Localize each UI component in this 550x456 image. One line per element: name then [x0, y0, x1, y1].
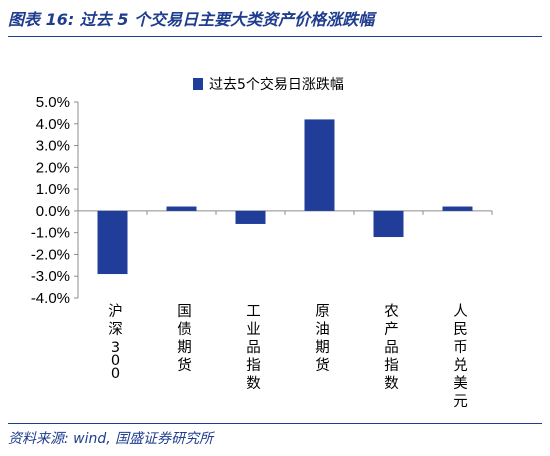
svg-text:指: 指 — [384, 357, 399, 374]
svg-text:民: 民 — [453, 322, 468, 338]
svg-text:货: 货 — [177, 357, 192, 374]
svg-text:期: 期 — [315, 339, 330, 356]
svg-text:产: 产 — [384, 321, 399, 338]
y-tick-label: 4.0% — [36, 116, 70, 133]
svg-text:油: 油 — [315, 321, 330, 338]
svg-text:数: 数 — [384, 375, 399, 392]
svg-text:国: 国 — [177, 304, 192, 320]
svg-text:3: 3 — [111, 340, 120, 356]
svg-text:沪: 沪 — [108, 303, 123, 320]
svg-text:数: 数 — [246, 375, 261, 392]
svg-text:货: 货 — [315, 357, 330, 374]
svg-text:农: 农 — [384, 303, 399, 320]
bar-5 — [373, 210, 404, 238]
y-tick-label: -3.0% — [31, 268, 70, 285]
svg-text:品: 品 — [384, 339, 399, 356]
svg-text:债: 债 — [177, 321, 192, 338]
bar-chart: -4.0% -3.0% -2.0% -1.0% 0.0% 1.0% 2.0% 3.0% 4.0%… — [31, 76, 493, 410]
svg-text:业: 业 — [246, 321, 261, 338]
figure-title: 图表 16: 过去 5 个交易日主要大类资产价格涨跌幅 — [8, 10, 375, 29]
svg-text:期: 期 — [177, 339, 192, 356]
svg-text:0: 0 — [111, 366, 120, 382]
y-tick-label: 3.0% — [36, 138, 70, 155]
bar-2 — [166, 206, 197, 211]
svg-text:0: 0 — [111, 353, 120, 369]
y-tick-label: -1.0% — [31, 225, 70, 242]
legend-swatch — [193, 78, 203, 90]
y-tick-label: -4.0% — [31, 290, 70, 307]
header-divider — [8, 36, 542, 37]
footer-divider — [8, 423, 542, 424]
svg-text:品: 品 — [246, 339, 261, 356]
svg-text:兑: 兑 — [453, 357, 468, 374]
y-tick-label: 0.0% — [36, 203, 70, 220]
legend-label: 过去5个交易日涨跌幅 — [209, 76, 344, 93]
y-tick-label: 1.0% — [36, 181, 70, 198]
source-note: 资料来源: wind, 国盛证券研究所 — [8, 431, 214, 447]
y-tick-label: 2.0% — [36, 159, 70, 176]
y-tick-label: 5.0% — [36, 94, 70, 111]
bar-1 — [97, 210, 128, 275]
y-tick-label: -2.0% — [31, 246, 70, 263]
svg-text:人: 人 — [453, 303, 468, 320]
bar-3 — [235, 210, 266, 224]
svg-text:深: 深 — [108, 321, 123, 338]
svg-text:指: 指 — [246, 357, 261, 374]
svg-text:元: 元 — [453, 394, 468, 410]
svg-text:工: 工 — [246, 304, 261, 320]
svg-text:原: 原 — [315, 304, 330, 320]
svg-text:币: 币 — [453, 339, 468, 356]
bar-6 — [442, 206, 473, 211]
bar-4 — [304, 119, 335, 211]
svg-text:美: 美 — [453, 375, 468, 392]
